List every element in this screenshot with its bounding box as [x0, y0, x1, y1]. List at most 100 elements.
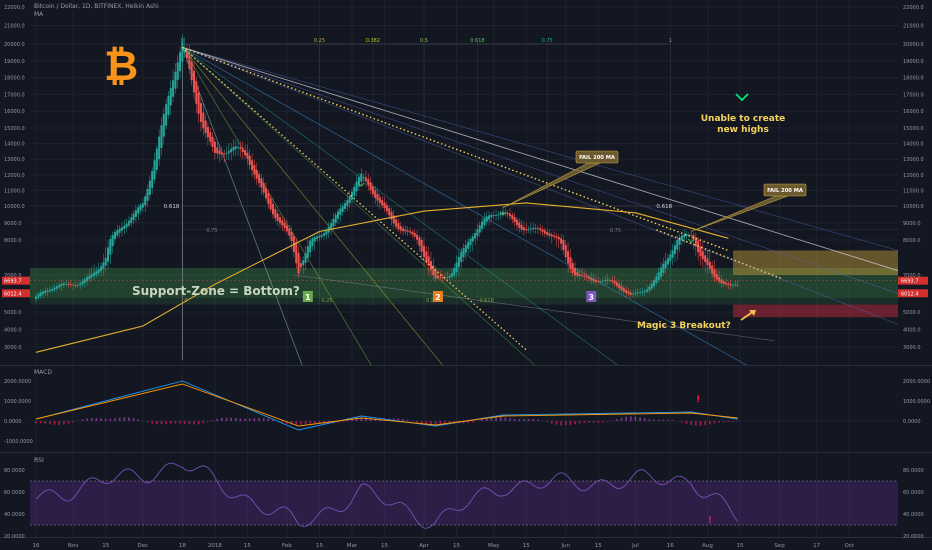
candle-body [673, 245, 676, 255]
check-icon [735, 93, 749, 102]
candle-body [597, 281, 600, 282]
candle-body [508, 213, 511, 217]
candle-body [464, 244, 467, 253]
macd-histogram-bar [272, 419, 274, 421]
macd-histogram-bar [193, 421, 195, 425]
macd-histogram-bar [657, 419, 660, 421]
time-tick-label: Feb [282, 543, 292, 549]
macd-histogram-bar [179, 421, 181, 424]
candle-body [385, 205, 388, 212]
macd-histogram-bar [100, 418, 102, 421]
candle-body [460, 252, 463, 263]
macd-histogram-bar [671, 420, 674, 421]
macd-histogram-bar [467, 421, 469, 423]
macd-histogram-bar [648, 419, 651, 421]
candle-body [297, 252, 300, 274]
ma-line [35, 202, 729, 353]
price-tick-label: 9000.0 [903, 221, 921, 227]
rsi-line [35, 462, 739, 529]
candle-body [225, 152, 228, 154]
candle-body [583, 275, 586, 277]
candle-body [467, 241, 470, 249]
macd-histogram-bar [262, 417, 265, 421]
price-tag [898, 276, 928, 285]
macd-histogram-bar [86, 418, 88, 421]
macd-histogram-bar [365, 417, 367, 421]
candle-body [492, 215, 495, 217]
macd-histogram-bar [355, 417, 358, 421]
candle-body [539, 228, 542, 231]
candle-body [102, 262, 105, 269]
zone-badge-3-label: 3 [589, 293, 595, 302]
candle-body [260, 178, 263, 188]
candle-body [669, 254, 672, 262]
candle-body [364, 177, 367, 181]
price-tag [898, 289, 928, 298]
macd-histogram-bar [174, 421, 177, 424]
macd-histogram-bar [578, 421, 581, 424]
candle-body [183, 49, 186, 52]
candle-body [209, 132, 212, 142]
candle-body [553, 235, 556, 237]
candle-body [653, 280, 656, 287]
candle-body [253, 165, 256, 175]
candle-body [134, 210, 137, 217]
time-tick-label: Dec [138, 543, 149, 549]
price-tick-label: 11000.0 [903, 188, 924, 194]
candle-body [295, 242, 298, 264]
candle-body [44, 290, 47, 293]
candle-body [283, 222, 286, 228]
fib-top-label: 0.75 [542, 38, 553, 44]
candle-body [404, 229, 407, 232]
rsi-tick-label: 60.0000 [903, 490, 924, 496]
macd-histogram-bar [188, 421, 191, 425]
candle-body [650, 283, 653, 289]
price-tag-label: 6012.4 [901, 291, 919, 297]
macd-histogram-bar [569, 421, 572, 425]
candle-body [169, 88, 172, 106]
candle-body [76, 284, 79, 286]
candle-body [406, 230, 409, 232]
candle-body [497, 214, 500, 216]
macd-histogram-bar [281, 421, 284, 423]
macd-histogram-bar [165, 421, 167, 424]
candle-body [423, 245, 426, 257]
candle-body [534, 227, 537, 229]
macd-histogram-bar [146, 421, 149, 423]
price-tag-label: 6693.7 [901, 279, 919, 285]
candle-body [432, 265, 435, 276]
macd-histogram-bar [58, 421, 61, 425]
candle-body [587, 276, 590, 279]
candle-body [362, 176, 365, 178]
macd-histogram-bar [518, 419, 521, 421]
candle-body [490, 215, 493, 218]
candle-body [720, 279, 723, 284]
rsi-band [30, 481, 898, 525]
candle-body [86, 277, 89, 282]
candle-body [555, 236, 558, 238]
price-tick-label-left: 20000.0 [4, 42, 25, 48]
candle-body [251, 160, 254, 171]
macd-histogram-bar [221, 417, 223, 421]
candle-body [657, 272, 660, 280]
candle-body [664, 260, 667, 269]
candle-body [148, 180, 151, 195]
macd-histogram-bar [704, 421, 706, 426]
candle-body [662, 263, 665, 273]
candle-body [734, 284, 737, 286]
candle-body [418, 237, 421, 246]
price-tick-label-left: 19000.0 [4, 59, 25, 65]
candle-body [197, 92, 200, 114]
candle-body [350, 191, 353, 200]
candle-body [511, 214, 514, 220]
price-tick-label-left: 10000.0 [4, 204, 25, 210]
macd-histogram-bar [537, 419, 539, 421]
macd-histogram-bar [35, 421, 37, 424]
candle-body [411, 231, 414, 235]
candle-body [425, 251, 428, 262]
fail-200ma-2-label: FAIL 200 MA [767, 188, 803, 194]
fib-mid-label: 0.75 [206, 228, 217, 234]
fib-top-label: 0.5 [420, 38, 428, 44]
candle-body [671, 250, 674, 258]
candle-body [392, 215, 395, 224]
